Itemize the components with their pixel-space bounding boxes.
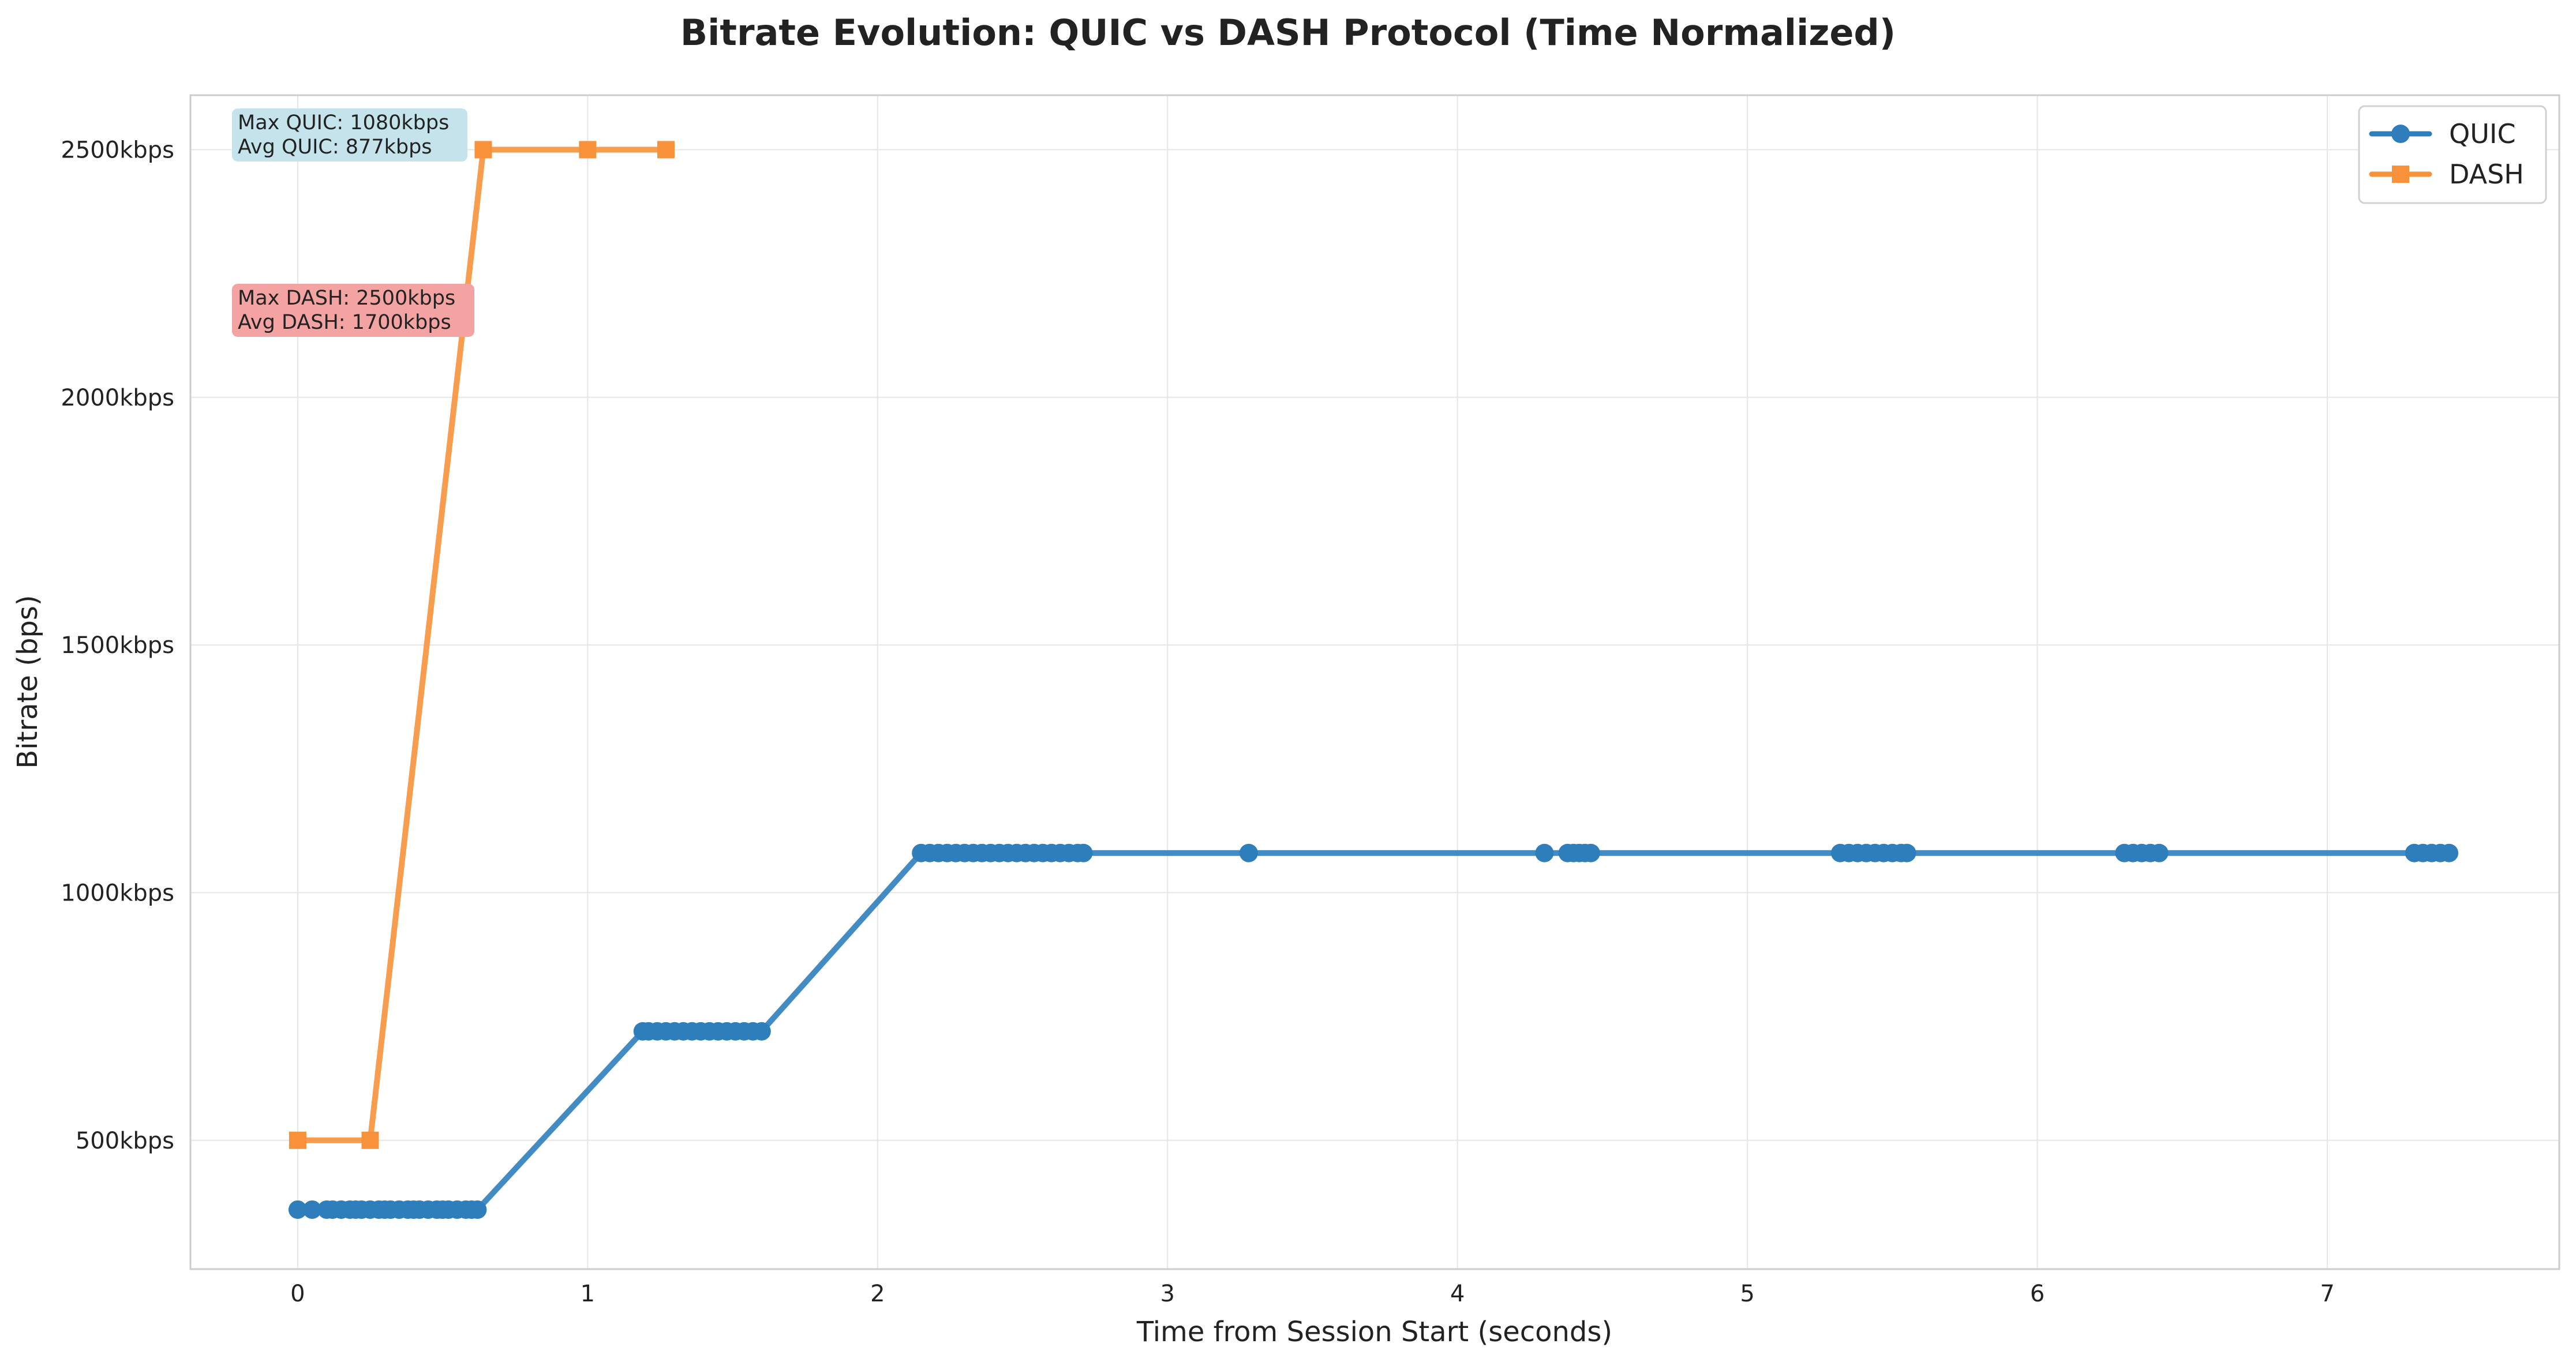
y-tick-label: 1000kbps — [61, 880, 174, 906]
dash-point — [657, 141, 675, 159]
quic-avg-text: Avg QUIC: 877kbps — [238, 136, 432, 159]
quic-series — [288, 843, 2459, 1219]
legend-dash-label: DASH — [2449, 159, 2524, 190]
x-tick-label: 4 — [1450, 1281, 1465, 1307]
quic-stats-box — [232, 108, 467, 162]
quic-point — [1074, 843, 1093, 862]
x-axis-ticks: 0 1 2 3 4 5 6 7 — [290, 1281, 2335, 1307]
x-tick-label: 2 — [870, 1281, 885, 1307]
legend-quic-label: QUIC — [2449, 118, 2516, 149]
y-tick-label: 1500kbps — [61, 632, 174, 659]
dash-max-text: Max DASH: 2500kbps — [238, 287, 455, 310]
x-tick-label: 0 — [290, 1281, 305, 1307]
legend-dash-marker — [2392, 166, 2409, 183]
x-tick-label: 5 — [1740, 1281, 1754, 1307]
quic-point — [468, 1200, 487, 1219]
quic-point — [288, 1200, 307, 1219]
series-layer — [288, 141, 2459, 1219]
y-tick-label: 2500kbps — [61, 137, 174, 163]
legend: QUIC DASH — [2358, 105, 2547, 204]
quic-point — [1581, 843, 1600, 862]
x-tick-label: 7 — [2320, 1281, 2334, 1307]
dash-stats-annotation: Max DASH: 2500kbps Avg DASH: 1700kbps — [232, 284, 474, 337]
chart-title: Bitrate Evolution: QUIC vs DASH Protocol… — [680, 12, 1896, 54]
quic-point — [303, 1200, 322, 1219]
quic-point — [1239, 843, 1258, 862]
x-tick-label: 6 — [2030, 1281, 2045, 1307]
dash-point — [579, 141, 597, 159]
legend-quic-marker — [2391, 125, 2410, 143]
dash-point — [474, 141, 492, 159]
dash-point — [361, 1131, 379, 1149]
y-tick-label: 500kbps — [76, 1128, 174, 1154]
quic-point — [752, 1022, 771, 1041]
dash-stats-box — [232, 284, 474, 337]
y-axis-label: Bitrate (bps) — [12, 595, 44, 768]
quic-point — [2440, 843, 2459, 862]
x-tick-label: 1 — [581, 1281, 595, 1307]
quic-stats-annotation: Max QUIC: 1080kbps Avg QUIC: 877kbps — [232, 108, 467, 162]
dash-avg-text: Avg DASH: 1700kbps — [238, 311, 451, 334]
x-axis-label: Time from Session Start (seconds) — [1136, 1316, 1612, 1348]
y-axis-ticks: 500kbps 1000kbps 1500kbps 2000kbps 2500kbps — [61, 137, 174, 1154]
x-tick-label: 3 — [1160, 1281, 1175, 1307]
quic-point — [1897, 843, 1916, 862]
plot-frame — [189, 94, 2560, 1270]
dash-point — [289, 1131, 306, 1149]
y-tick-label: 2000kbps — [61, 385, 174, 411]
quic-point — [2150, 843, 2169, 862]
dash-series — [289, 141, 675, 1149]
quic-max-text: Max QUIC: 1080kbps — [238, 111, 449, 134]
grid — [190, 95, 2559, 1269]
quic-point — [1535, 843, 1554, 862]
